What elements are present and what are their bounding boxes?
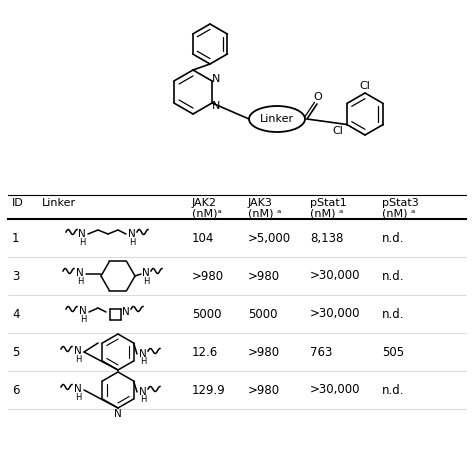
Text: N: N xyxy=(142,268,150,278)
Text: 6: 6 xyxy=(12,383,19,396)
Text: pStat3: pStat3 xyxy=(382,198,419,208)
Text: N: N xyxy=(76,268,84,278)
Text: 763: 763 xyxy=(310,346,332,358)
Text: (nM) ᵃ: (nM) ᵃ xyxy=(382,208,415,218)
Text: N: N xyxy=(139,349,147,359)
Text: (nM) ᵃ: (nM) ᵃ xyxy=(248,208,282,218)
Text: H: H xyxy=(129,237,135,246)
Text: Linker: Linker xyxy=(42,198,76,208)
Text: 505: 505 xyxy=(382,346,404,358)
Text: >980: >980 xyxy=(192,270,224,283)
Text: Cl: Cl xyxy=(332,126,343,136)
Text: >980: >980 xyxy=(248,383,280,396)
Text: N: N xyxy=(212,100,220,110)
Text: Cl: Cl xyxy=(360,81,371,91)
Text: 104: 104 xyxy=(192,231,214,245)
Text: >980: >980 xyxy=(248,270,280,283)
Text: H: H xyxy=(77,276,83,285)
Text: 5: 5 xyxy=(12,346,19,358)
Text: JAK3: JAK3 xyxy=(248,198,273,208)
Text: H: H xyxy=(80,315,86,323)
Text: N: N xyxy=(114,409,122,419)
Text: pStat1: pStat1 xyxy=(310,198,347,208)
Text: N: N xyxy=(122,307,130,317)
Text: 3: 3 xyxy=(12,270,19,283)
Text: 8,138: 8,138 xyxy=(310,231,343,245)
Text: n.d.: n.d. xyxy=(382,308,404,320)
Text: H: H xyxy=(140,395,146,404)
Text: n.d.: n.d. xyxy=(382,270,404,283)
Text: 5000: 5000 xyxy=(248,308,277,320)
Text: >980: >980 xyxy=(248,346,280,358)
Text: N: N xyxy=(78,229,86,239)
Text: N: N xyxy=(74,346,82,356)
Text: (nM)ᵃ: (nM)ᵃ xyxy=(192,208,222,218)
Text: >30,000: >30,000 xyxy=(310,270,361,283)
Text: >30,000: >30,000 xyxy=(310,308,361,320)
Text: 4: 4 xyxy=(12,308,19,320)
Text: H: H xyxy=(143,276,149,285)
Text: >30,000: >30,000 xyxy=(310,383,361,396)
Text: N: N xyxy=(212,73,220,83)
Text: n.d.: n.d. xyxy=(382,383,404,396)
Text: (nM) ᵃ: (nM) ᵃ xyxy=(310,208,343,218)
Text: N: N xyxy=(128,229,136,239)
Text: 12.6: 12.6 xyxy=(192,346,218,358)
Text: 1: 1 xyxy=(12,231,19,245)
Text: Linker: Linker xyxy=(260,114,294,124)
Text: ID: ID xyxy=(12,198,24,208)
Text: 5000: 5000 xyxy=(192,308,221,320)
Text: N: N xyxy=(74,384,82,394)
Text: H: H xyxy=(79,237,85,246)
Text: >5,000: >5,000 xyxy=(248,231,291,245)
Text: N: N xyxy=(79,306,87,316)
Text: N: N xyxy=(139,387,147,397)
Text: n.d.: n.d. xyxy=(382,231,404,245)
Text: JAK2: JAK2 xyxy=(192,198,217,208)
Text: 129.9: 129.9 xyxy=(192,383,226,396)
Text: H: H xyxy=(75,355,81,364)
Text: O: O xyxy=(314,92,322,102)
Text: H: H xyxy=(75,392,81,401)
Text: H: H xyxy=(140,357,146,366)
